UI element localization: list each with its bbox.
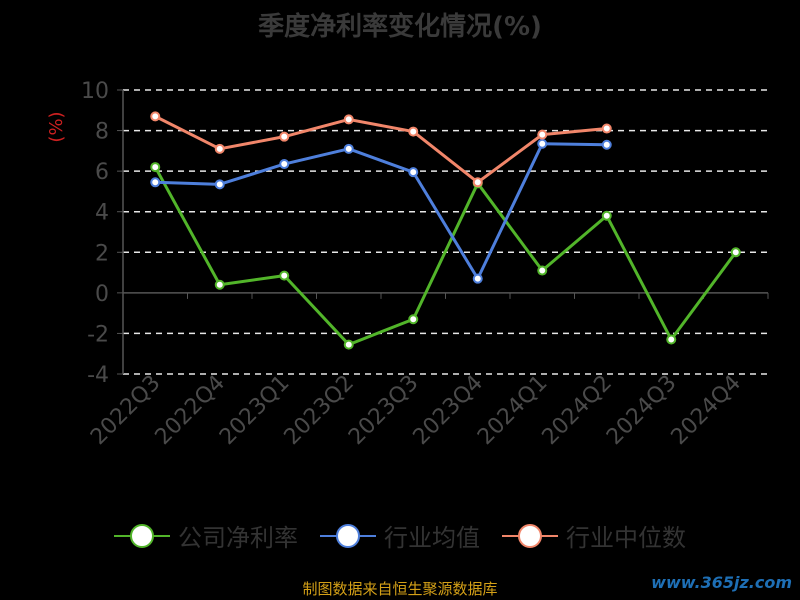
x-tick-label: 2023Q2 xyxy=(280,371,359,450)
data-point[interactable] xyxy=(601,210,612,221)
x-tick-label: 2023Q3 xyxy=(344,371,423,450)
series-line xyxy=(153,166,737,347)
series-line xyxy=(154,115,607,184)
x-tick-label: 2024Q3 xyxy=(602,371,681,450)
data-point[interactable] xyxy=(537,138,548,149)
data-point[interactable] xyxy=(150,111,161,122)
series-line xyxy=(155,142,607,281)
data-point[interactable] xyxy=(214,143,225,154)
x-tick-label: 2023Q4 xyxy=(409,371,488,450)
data-point[interactable] xyxy=(601,139,612,150)
x-tick-label: 2024Q4 xyxy=(667,371,746,450)
chart-title: 季度净利率变化情况(%) xyxy=(258,12,542,42)
legend[interactable]: 公司净利率 行业均值 行业中位数 xyxy=(0,518,800,553)
legend-item[interactable]: 行业均值 xyxy=(320,518,480,553)
data-point[interactable] xyxy=(601,123,612,134)
data-point[interactable] xyxy=(279,270,290,281)
legend-item[interactable]: 行业中位数 xyxy=(502,518,686,553)
data-point[interactable] xyxy=(343,114,354,125)
y-tick-label: 4 xyxy=(95,201,109,226)
data-point[interactable] xyxy=(408,314,419,325)
x-tick-label: 2024Q1 xyxy=(473,371,552,450)
data-point[interactable] xyxy=(214,279,225,290)
data-point[interactable] xyxy=(472,177,483,188)
x-tick-label: 2023Q1 xyxy=(215,371,294,450)
data-point[interactable] xyxy=(666,334,677,345)
data-point[interactable] xyxy=(150,177,161,188)
series-layer xyxy=(150,111,741,350)
data-point[interactable] xyxy=(343,143,354,154)
data-point[interactable] xyxy=(537,265,548,276)
legend-marker xyxy=(518,523,542,548)
data-point[interactable] xyxy=(472,273,483,284)
data-point[interactable] xyxy=(279,131,290,142)
series-0 xyxy=(150,162,741,350)
data-point[interactable] xyxy=(408,126,419,137)
source-note: 制图数据来自恒生聚源数据库 xyxy=(302,580,498,598)
axis-layer: 1086420-2-42022Q32022Q42023Q12023Q22023Q… xyxy=(81,79,769,450)
watermark: www.365jz.com xyxy=(651,573,792,592)
legend-item[interactable]: 公司净利率 xyxy=(114,518,298,553)
legend-marker xyxy=(336,523,360,548)
legend-marker xyxy=(130,523,154,548)
data-point[interactable] xyxy=(279,159,290,170)
y-tick-label: 6 xyxy=(95,160,109,185)
legend-label: 行业均值 xyxy=(384,524,480,552)
x-tick-label: 2024Q2 xyxy=(538,371,617,450)
series-2 xyxy=(150,111,612,188)
y-tick-label: 0 xyxy=(95,282,109,307)
y-tick-label: 10 xyxy=(81,79,109,104)
legend-swatch xyxy=(320,523,376,548)
data-point[interactable] xyxy=(408,167,419,178)
x-tick-label: 2022Q4 xyxy=(151,371,230,450)
y-tick-label: -2 xyxy=(87,322,109,347)
legend-swatch xyxy=(502,523,558,548)
legend-label: 公司净利率 xyxy=(178,524,298,552)
series-1 xyxy=(150,138,612,284)
y-tick-label: -4 xyxy=(87,363,109,388)
data-point[interactable] xyxy=(214,179,225,190)
data-point[interactable] xyxy=(150,162,161,173)
grid-layer xyxy=(123,89,768,375)
y-axis-label: (%) xyxy=(46,111,67,142)
y-tick-label: 2 xyxy=(95,241,109,266)
legend-label: 行业中位数 xyxy=(566,524,686,552)
data-point[interactable] xyxy=(343,339,354,350)
data-point[interactable] xyxy=(537,129,548,140)
data-point[interactable] xyxy=(730,247,741,258)
y-tick-label: 8 xyxy=(95,120,109,145)
legend-swatch xyxy=(114,523,170,548)
